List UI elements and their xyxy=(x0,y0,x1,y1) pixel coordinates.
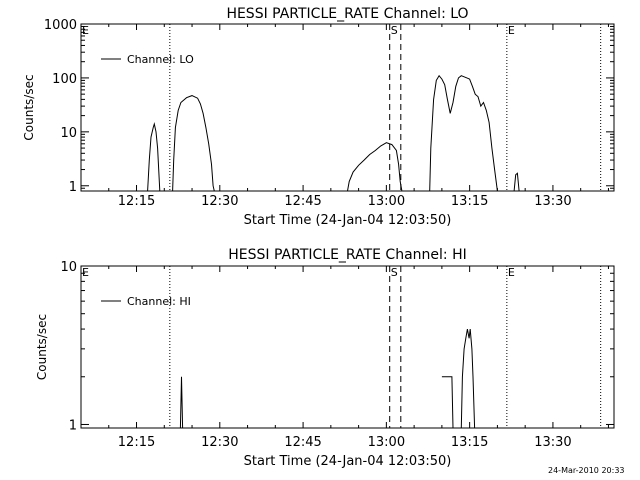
series-line xyxy=(347,142,403,192)
chart-title: HESSI PARTICLE_RATE Channel: HI xyxy=(228,247,466,263)
x-tick-label: 13:00 xyxy=(368,194,405,209)
series-line xyxy=(172,95,215,192)
legend-entry: Channel: HI xyxy=(127,295,191,308)
series-line xyxy=(147,122,161,192)
marker-label: E xyxy=(508,24,515,37)
y-tick-label: 100 xyxy=(52,72,77,87)
legend-entry: Channel: LO xyxy=(127,53,194,66)
x-tick-label: 12:45 xyxy=(284,435,321,450)
y-tick-label: 1000 xyxy=(44,18,77,33)
series-line xyxy=(513,172,520,192)
x-tick-label: 13:30 xyxy=(534,194,571,209)
x-axis-label: Start Time (24-Jan-04 12:03:50) xyxy=(244,213,452,228)
marker-label: S xyxy=(391,266,398,279)
x-tick-label: 13:15 xyxy=(451,435,488,450)
panel-1: HESSI PARTICLE_RATE Channel: LO 12:15 12:3… xyxy=(22,6,615,228)
series-line xyxy=(179,376,184,429)
footer-timestamp: 24-Mar-2010 20:33 xyxy=(548,466,625,475)
chart-title: HESSI PARTICLE_RATE Channel: LO xyxy=(226,6,468,22)
y-tick-label: 10 xyxy=(60,126,77,141)
panel-2: HESSI PARTICLE_RATE Channel: HI 12:15 12:3… xyxy=(35,247,615,469)
series-line xyxy=(460,329,476,429)
plot-frame xyxy=(80,265,615,429)
marker-label: E xyxy=(508,266,515,279)
x-tick-label: 13:00 xyxy=(368,435,405,450)
x-axis-label: Start Time (24-Jan-04 12:03:50) xyxy=(244,454,452,469)
y-tick-label: 1 xyxy=(69,180,77,195)
series-line xyxy=(429,74,498,192)
x-tick-label: 13:30 xyxy=(534,435,571,450)
y-tick-label: 1 xyxy=(69,418,77,433)
x-tick-label: 13:15 xyxy=(451,194,488,209)
x-tick-label: 12:30 xyxy=(201,435,238,450)
x-tick-label: 12:45 xyxy=(284,194,321,209)
marker-label: S xyxy=(391,24,398,37)
y-axis-label: Counts/sec xyxy=(22,74,36,140)
y-tick-label: 10 xyxy=(60,260,77,275)
x-tick-label: 12:15 xyxy=(118,194,155,209)
x-tick-label: 12:30 xyxy=(201,194,238,209)
marker-label: E xyxy=(82,266,89,279)
series-line xyxy=(441,376,454,429)
plot-frame xyxy=(80,23,615,192)
marker-label: E xyxy=(82,24,89,37)
y-axis-label: Counts/sec xyxy=(35,314,49,380)
x-tick-label: 12:15 xyxy=(118,435,155,450)
